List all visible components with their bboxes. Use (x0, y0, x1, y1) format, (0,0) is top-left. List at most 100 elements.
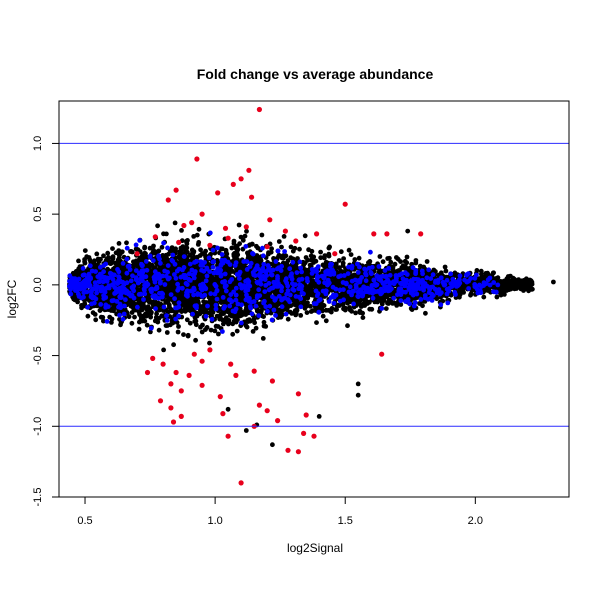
data-point (169, 287, 175, 293)
data-point (149, 262, 155, 268)
data-point (175, 329, 181, 335)
data-point (347, 307, 353, 313)
data-point (231, 318, 237, 324)
data-point (184, 317, 190, 323)
data-point (139, 318, 145, 324)
data-point (482, 287, 488, 293)
data-point (235, 313, 241, 319)
data-point (258, 303, 264, 309)
data-point (326, 253, 332, 259)
data-point (348, 252, 354, 257)
data-point (260, 336, 266, 341)
data-point (367, 299, 372, 305)
data-point (234, 328, 240, 334)
data-point (333, 261, 339, 267)
data-point (76, 258, 81, 264)
data-point (290, 248, 296, 254)
data-point (276, 254, 281, 260)
data-point (358, 302, 364, 308)
data-point (191, 249, 197, 254)
data-point (385, 256, 391, 261)
data-point (161, 347, 167, 353)
data-point (148, 329, 153, 335)
data-point (518, 286, 524, 292)
data-point (82, 260, 88, 266)
data-point (474, 268, 480, 273)
data-point (231, 238, 237, 244)
data-point (179, 228, 184, 233)
data-point (331, 279, 337, 285)
data-point (101, 318, 106, 324)
data-point (413, 260, 419, 266)
data-point (208, 273, 214, 279)
data-point (82, 257, 87, 262)
data-point (92, 312, 98, 317)
data-point (254, 253, 260, 258)
data-point (154, 311, 160, 317)
data-point (508, 286, 514, 292)
data-point (327, 244, 332, 250)
data-point (151, 247, 157, 253)
data-point (223, 315, 229, 321)
data-point (171, 342, 177, 348)
data-point (151, 243, 156, 249)
data-point (283, 306, 289, 312)
data-point (82, 248, 88, 254)
data-point (381, 298, 387, 303)
data-point (288, 244, 294, 250)
data-point (238, 234, 244, 240)
data-point (259, 308, 264, 314)
data-point (395, 256, 401, 262)
data-point (468, 291, 474, 297)
data-point (261, 314, 266, 319)
data-point (302, 305, 308, 311)
data-point (309, 279, 315, 285)
data-point (209, 300, 215, 306)
data-point (105, 250, 111, 256)
data-point (129, 310, 135, 315)
data-point (132, 260, 138, 265)
data-point (236, 222, 242, 228)
data-point (147, 273, 153, 279)
data-point (357, 310, 363, 315)
data-point (147, 278, 153, 283)
data-point (196, 226, 202, 232)
data-point (268, 249, 274, 255)
data-point (303, 255, 309, 260)
data-point (137, 255, 143, 261)
data-point (386, 297, 392, 303)
data-point (440, 298, 446, 304)
data-point (293, 312, 299, 318)
data-point (164, 231, 169, 237)
data-point (98, 314, 104, 320)
data-point (499, 283, 505, 288)
data-point (313, 258, 319, 264)
data-point (275, 302, 281, 307)
data-point (343, 305, 348, 311)
data-point (423, 310, 428, 316)
data-point (252, 289, 258, 295)
data-point (221, 321, 226, 327)
data-point (239, 312, 245, 318)
data-point (404, 254, 410, 260)
data-point (320, 308, 325, 314)
data-point (363, 296, 368, 302)
data-point (118, 322, 123, 328)
chart-title: Fold change vs average abundance (197, 66, 434, 82)
data-point (478, 268, 484, 274)
data-point (162, 253, 168, 259)
data-point (442, 264, 448, 270)
data-point (481, 294, 487, 300)
data-point (119, 249, 125, 255)
data-point (328, 309, 334, 315)
data-point (510, 280, 516, 286)
data-point (249, 241, 255, 247)
data-point (321, 303, 327, 308)
data-point (184, 241, 190, 247)
data-point (367, 259, 373, 264)
data-point (157, 307, 162, 313)
data-point (298, 313, 304, 318)
data-point (234, 243, 240, 249)
data-point (156, 266, 162, 272)
